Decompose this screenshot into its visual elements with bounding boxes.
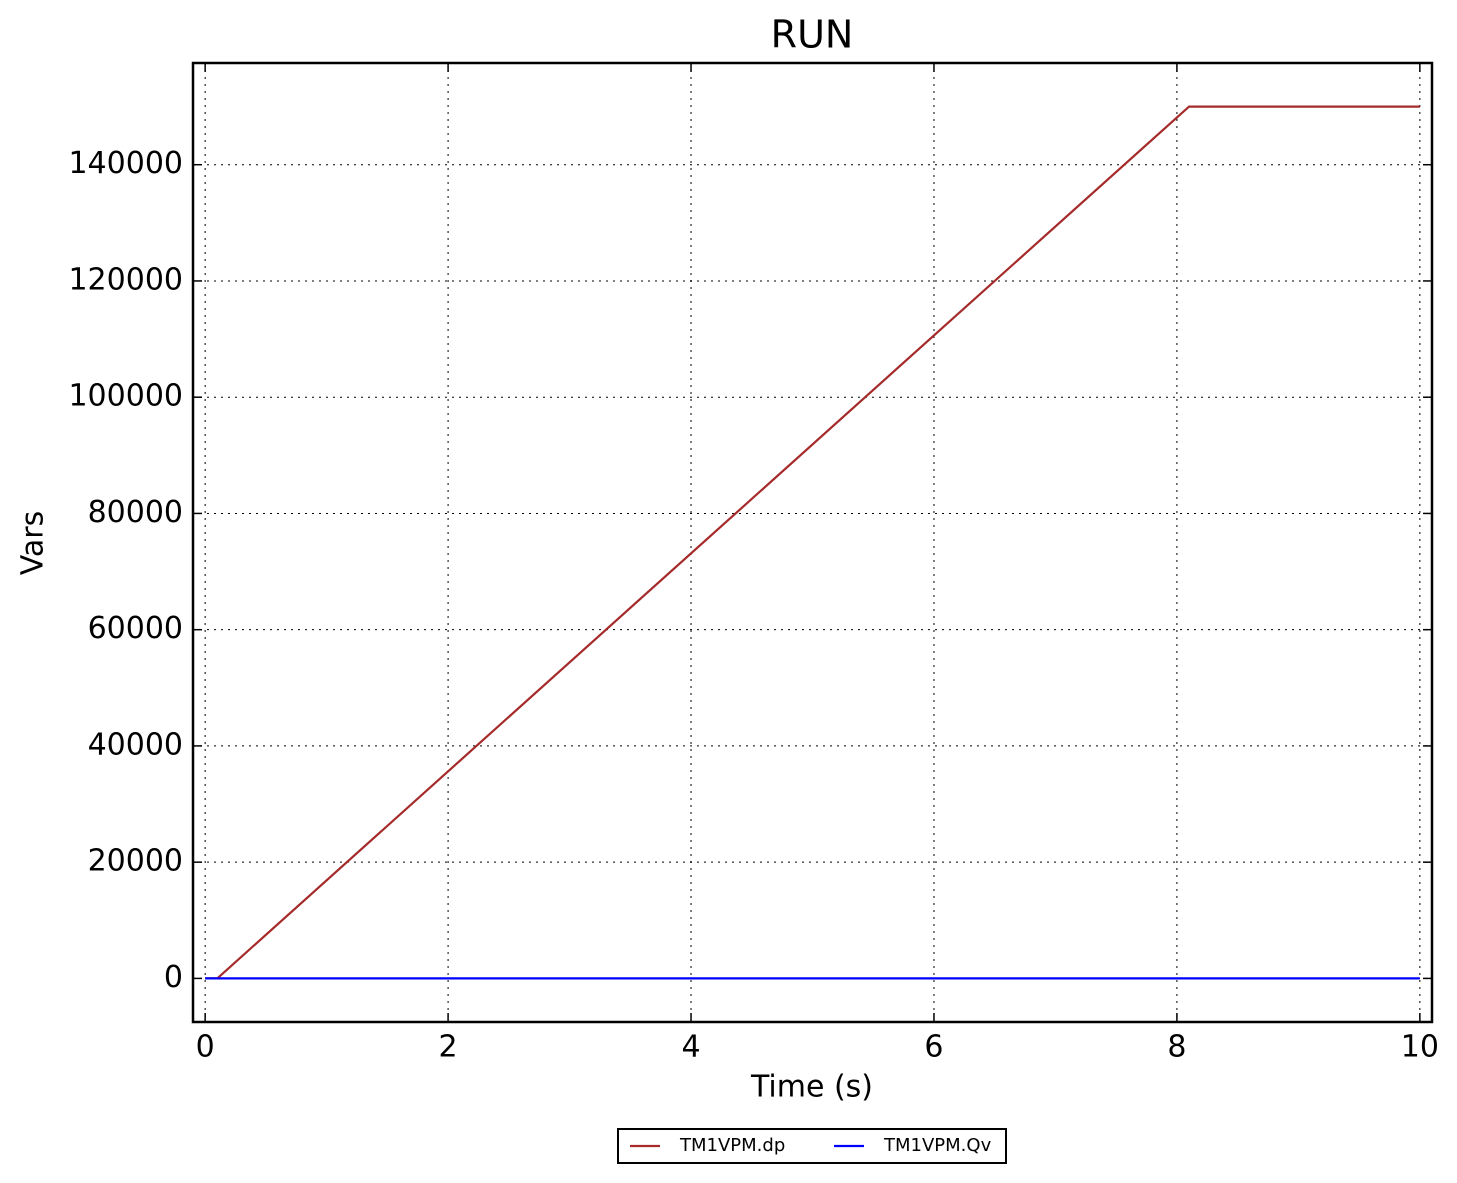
legend-label: TM1VPM.dp [679,1135,785,1156]
y-axis-label: Vars [16,511,51,576]
legend-label: TM1VPM.Qv [883,1135,992,1156]
x-tick-label: 8 [1167,1030,1186,1065]
y-tick-label: 0 [164,960,183,995]
x-tick-label: 0 [196,1030,215,1065]
x-tick-label: 4 [681,1030,700,1065]
x-tick-label: 6 [924,1030,943,1065]
y-tick-label: 120000 [68,262,183,297]
x-axis-label: Time (s) [750,1070,873,1105]
x-tick-label: 2 [439,1030,458,1065]
y-tick-label: 20000 [88,844,183,879]
x-tick-label: 10 [1401,1030,1439,1065]
y-tick-label: 40000 [88,727,183,762]
y-tick-label: 60000 [88,611,183,646]
y-tick-label: 140000 [68,146,183,181]
y-tick-label: 100000 [68,379,183,414]
chart-title: RUN [771,13,854,57]
y-tick-label: 80000 [88,495,183,530]
plot-frame [191,61,1434,1024]
series-line [205,105,1420,980]
legend-box [617,1128,1007,1164]
